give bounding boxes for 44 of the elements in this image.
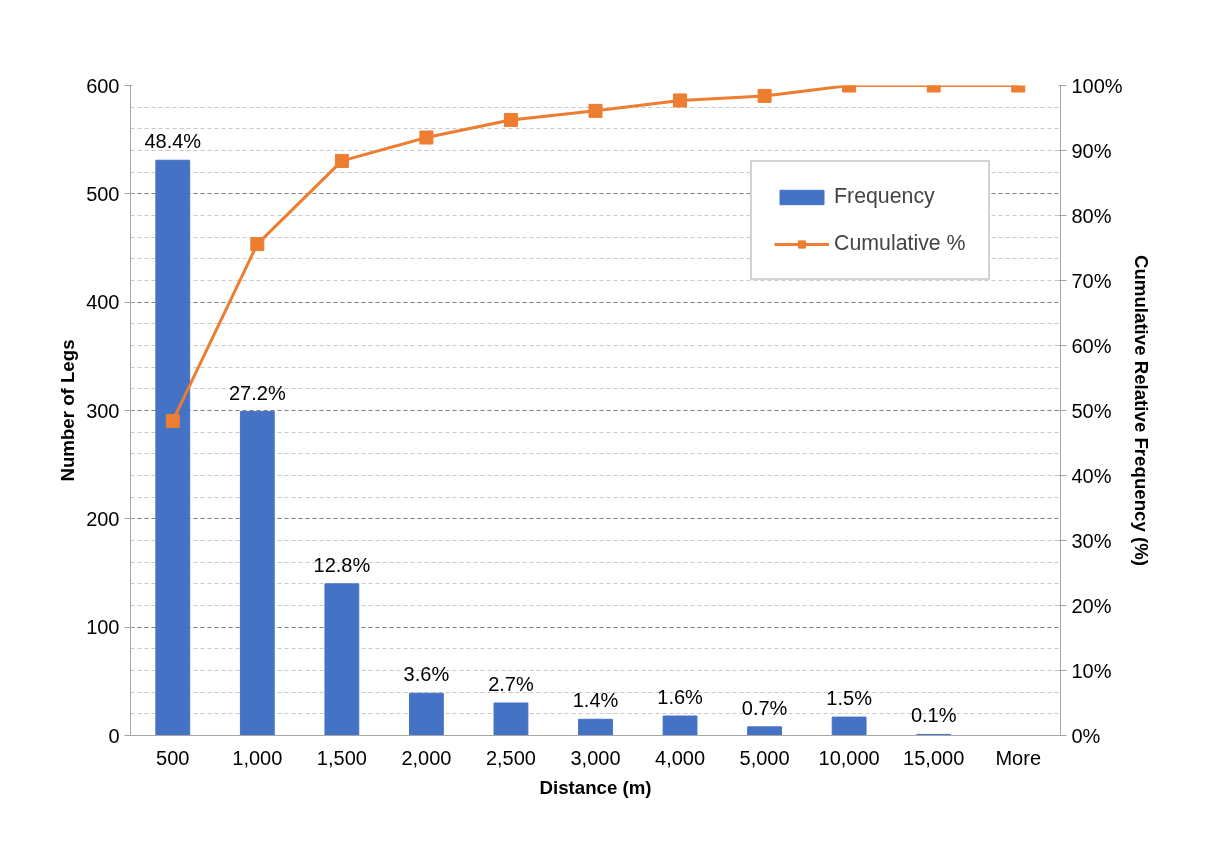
y-axis-title: Number of Legs bbox=[57, 339, 79, 482]
x-tick-label: 15,000 bbox=[903, 746, 965, 769]
x-axis-title: Distance (m) bbox=[539, 776, 652, 798]
y2-tick-label: 10% bbox=[1071, 659, 1112, 682]
legend-label: Cumulative % bbox=[834, 231, 966, 256]
y2-tick-label: 30% bbox=[1071, 529, 1112, 552]
legend-label: Frequency bbox=[834, 184, 935, 209]
x-tick-label: 2,500 bbox=[485, 746, 536, 769]
y-tick-label: 300 bbox=[86, 399, 120, 422]
x-tick-label: 4,000 bbox=[655, 746, 706, 769]
y2-tick-label: 60% bbox=[1071, 334, 1112, 357]
annotation: 48.4% bbox=[144, 130, 202, 153]
y2-tick-label: 90% bbox=[1071, 139, 1112, 162]
annotation: 1.6% bbox=[657, 686, 704, 708]
y-tick-label: 500 bbox=[86, 182, 120, 205]
annotation: 1.4% bbox=[572, 689, 619, 712]
annotation: 1.5% bbox=[826, 687, 873, 710]
y2-tick-label: 70% bbox=[1071, 269, 1112, 292]
y2-tick-label: 80% bbox=[1071, 204, 1112, 227]
x-tick-label: 500 bbox=[156, 746, 190, 769]
annotation: 0.7% bbox=[741, 696, 788, 719]
annotation: 3.6% bbox=[403, 663, 450, 686]
y-tick-label: 200 bbox=[86, 507, 120, 530]
y-tick-label: 600 bbox=[86, 74, 120, 97]
annotation: 0.1% bbox=[910, 704, 957, 727]
x-tick-label: 5,000 bbox=[739, 746, 790, 769]
y2-tick-label: 20% bbox=[1071, 594, 1112, 617]
y2-axis-title: Cumulative Relative Frequency (%) bbox=[1130, 254, 1152, 567]
x-tick-label: 1,000 bbox=[232, 746, 283, 769]
y-tick-label: 100 bbox=[86, 616, 120, 639]
y2-tick-label: 0% bbox=[1071, 724, 1101, 747]
annotation: 27.2% bbox=[228, 381, 286, 404]
x-tick-label: 1,500 bbox=[316, 746, 367, 769]
annotation: 2.7% bbox=[488, 673, 534, 695]
x-tick-label: 3,000 bbox=[570, 746, 621, 769]
x-tick-label: More bbox=[995, 746, 1042, 769]
y-tick-label: 0 bbox=[108, 724, 120, 747]
y2-tick-label: 50% bbox=[1071, 399, 1112, 422]
annotation: 12.8% bbox=[313, 553, 371, 576]
y2-tick-label: 100% bbox=[1071, 74, 1123, 97]
x-tick-label: 10,000 bbox=[818, 746, 880, 769]
y2-tick-label: 40% bbox=[1071, 464, 1112, 487]
x-tick-label: 2,000 bbox=[401, 746, 452, 769]
y-tick-label: 400 bbox=[86, 291, 120, 314]
